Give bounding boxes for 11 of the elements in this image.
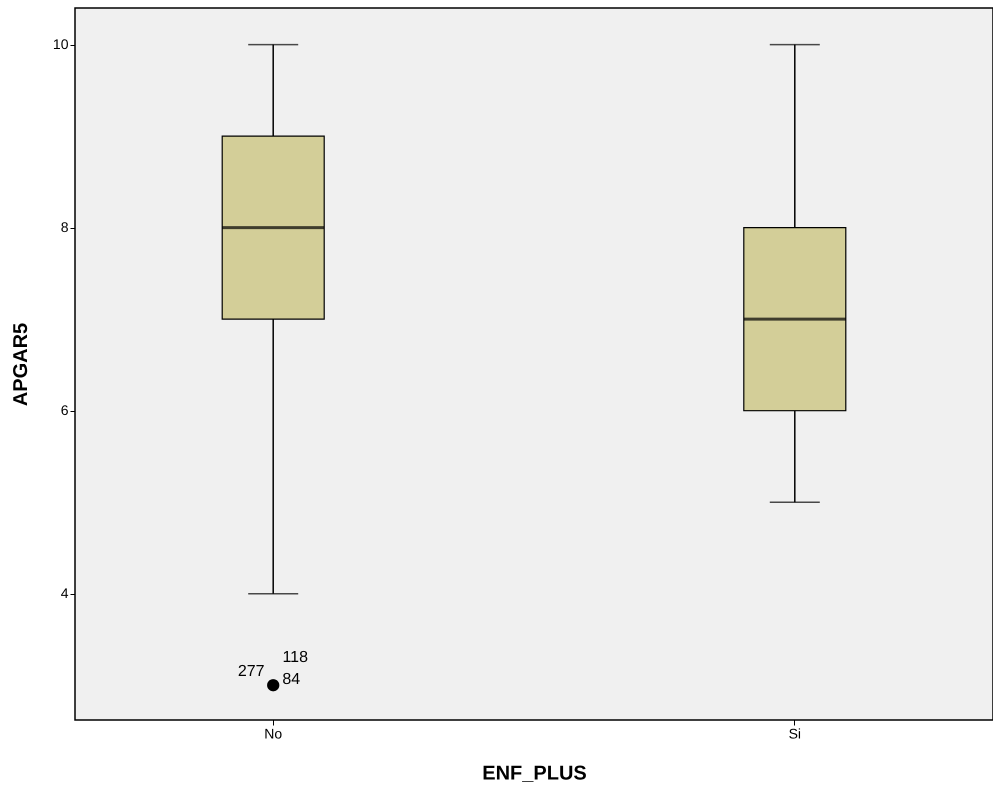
annotation: 84 xyxy=(282,671,300,688)
x-axis-title: ENF_PLUS xyxy=(482,762,587,784)
x-tick-label: Si xyxy=(788,726,802,742)
y-axis-title: APGAR5 xyxy=(10,322,32,406)
annotation: 277 xyxy=(238,663,265,680)
y-tick-label: 4 xyxy=(60,585,69,602)
y-tick-label: 6 xyxy=(60,402,69,418)
x-tick-label: No xyxy=(264,726,282,742)
annotation: 118 xyxy=(282,649,308,666)
y-tick-label: 10 xyxy=(52,36,69,52)
y-tick-label: 8 xyxy=(60,219,69,236)
